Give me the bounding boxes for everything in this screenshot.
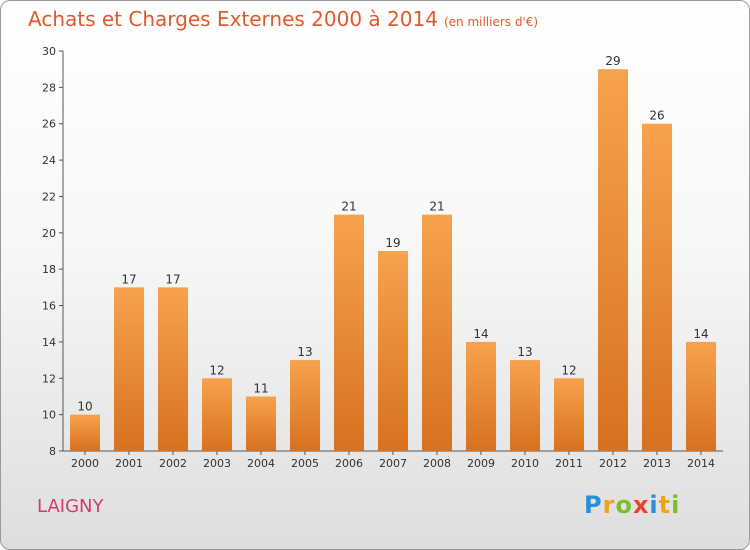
y-tick-label: 10 [42,409,56,422]
bar [158,287,188,451]
y-tick-label: 22 [42,190,56,203]
title-text: Achats et Charges Externes 2000 à 2014 [28,7,438,31]
y-tick-label: 30 [42,45,56,58]
logo-letter: i [649,491,659,519]
proxiti-logo: Proxiti [584,491,680,519]
logo-letter: o [615,491,633,519]
bar-value-label: 12 [561,363,576,377]
logo-letter: r [602,491,616,519]
bar-value-label: 21 [341,200,356,214]
y-tick-label: 16 [42,300,56,313]
bar-value-label: 14 [693,327,708,341]
bar-value-label: 10 [77,400,92,414]
x-tick-label: 2007 [379,457,407,470]
bar [422,214,452,451]
bar-value-label: 13 [517,345,532,359]
bar-value-label: 12 [209,363,224,377]
bar [114,287,144,451]
x-tick-label: 2004 [247,457,275,470]
logo-letter: P [584,491,603,519]
y-tick-label: 18 [42,263,56,276]
y-tick-label: 14 [42,336,56,349]
x-tick-label: 2000 [71,457,99,470]
bar [686,341,716,451]
bar-value-label: 11 [253,381,268,395]
x-tick-label: 2010 [511,457,539,470]
y-tick-label: 12 [42,372,56,385]
bar [378,251,408,451]
bar [510,360,540,451]
x-tick-label: 2002 [159,457,187,470]
bar-value-label: 13 [297,345,312,359]
bar-value-label: 19 [385,236,400,250]
logo-letter: i [671,491,681,519]
x-tick-label: 2008 [423,457,451,470]
logo-letter: t [658,491,672,519]
chart-title: Achats et Charges Externes 2000 à 2014 (e… [28,7,538,31]
bar [70,414,100,451]
bar [334,214,364,451]
x-tick-label: 2006 [335,457,363,470]
bar-value-label: 17 [165,272,180,286]
bar [598,69,628,451]
y-tick-label: 20 [42,227,56,240]
bar-value-label: 21 [429,200,444,214]
x-tick-label: 2014 [687,457,715,470]
commune-name: LAIGNY [37,496,104,517]
y-tick-label: 24 [42,154,56,167]
x-tick-label: 2003 [203,457,231,470]
bar-value-label: 29 [605,54,620,68]
bar [466,341,496,451]
bar [290,360,320,451]
bar-value-label: 26 [649,109,664,123]
y-tick-label: 8 [49,445,56,458]
chart-subtitle: (en milliers d'€) [443,15,539,29]
x-tick-label: 2011 [555,457,583,470]
bar-value-label: 17 [121,272,136,286]
logo-letter: x [632,491,650,519]
x-tick-label: 2001 [115,457,143,470]
x-tick-label: 2013 [643,457,671,470]
bar-value-label: 14 [473,327,488,341]
bar [554,378,584,451]
bar [642,123,672,452]
bar [246,396,276,451]
x-tick-label: 2009 [467,457,495,470]
y-tick-label: 26 [42,118,56,131]
y-tick-label: 28 [42,81,56,94]
bar [202,378,232,451]
x-tick-label: 2005 [291,457,319,470]
x-tick-label: 2012 [599,457,627,470]
